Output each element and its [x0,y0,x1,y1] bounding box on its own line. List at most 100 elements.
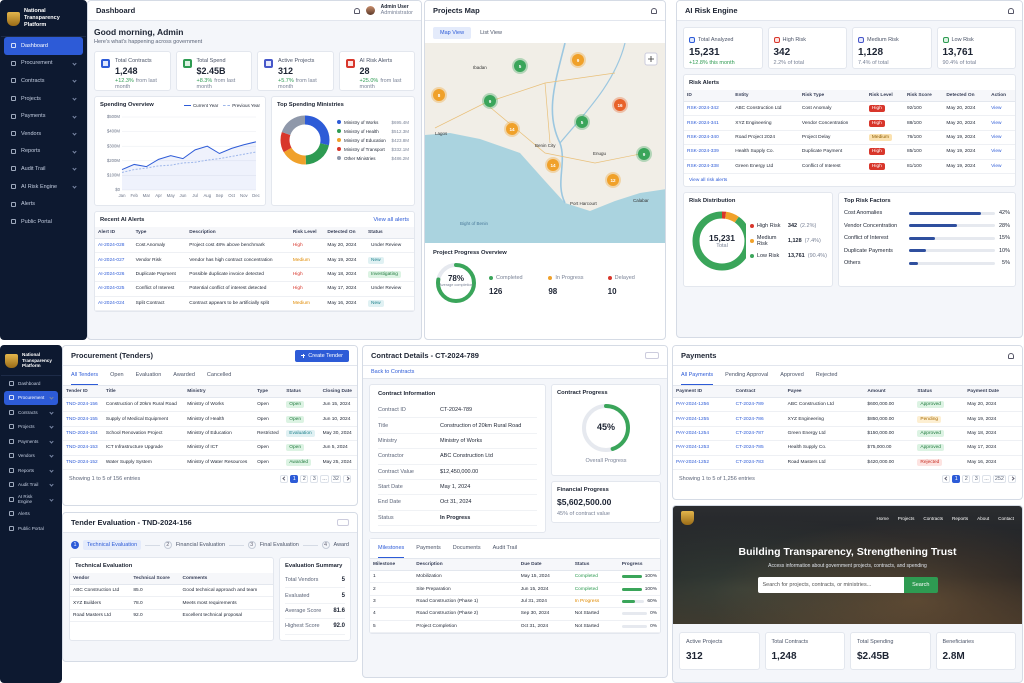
nav-item[interactable]: Procurement [4,390,58,405]
nav-item[interactable]: Alerts [4,195,83,213]
notification-bell[interactable] [353,7,360,14]
nav-item[interactable]: AI Risk Engine [4,492,58,507]
next-page[interactable] [1008,474,1016,483]
cell-text[interactable]: CT-2024-786 [735,416,764,422]
nav-link[interactable]: Contracts [923,515,944,521]
cluster-marker[interactable]: 9 [572,54,584,66]
cluster-marker[interactable]: 14 [547,159,559,171]
cluster-marker[interactable]: 12 [607,174,619,186]
cell-text[interactable]: PAY-2024-1254 [676,430,709,436]
prev-page[interactable] [942,474,951,483]
cell-text[interactable]: CT-2024-783 [735,459,764,465]
view-all-link[interactable]: View all risk alerts [689,177,728,183]
cell-text[interactable]: CT-2024-789 [735,402,764,408]
nav-item[interactable]: Public Portal [4,521,58,536]
tab[interactable]: Documents [452,545,481,551]
cluster-marker[interactable]: 5 [514,60,526,72]
tab[interactable]: Rejected [815,372,838,378]
tab[interactable]: All Tenders [71,366,99,385]
page-button[interactable]: 2 [300,474,309,483]
tab[interactable]: Cancelled [206,372,232,378]
nav-link[interactable]: Contact [998,515,1014,521]
nav-item[interactable]: Alerts [4,507,58,522]
page-button[interactable]: ... [320,474,329,483]
cell-text[interactable]: TND-2024-155 [66,416,98,422]
nav-item[interactable]: Contracts [4,72,83,90]
prev-page[interactable] [280,474,289,483]
toggle-button[interactable]: List View [480,30,502,36]
page-button[interactable]: ... [982,474,991,483]
notification-bell[interactable] [651,7,657,14]
page-button[interactable]: 3 [310,474,319,483]
nav-item[interactable]: Vendors [4,125,83,143]
cluster-marker[interactable]: 14 [506,123,518,135]
page-button[interactable]: 3 [972,474,981,483]
nav-item[interactable]: Dashboard [4,37,83,55]
cluster-marker[interactable]: 16 [614,99,626,111]
tab[interactable]: Audit Trail [492,545,518,551]
cell-text[interactable]: PAY-2024-1256 [676,402,709,408]
tab[interactable]: Payments [416,545,441,551]
nav-item[interactable]: Projects [4,90,83,108]
cell-text[interactable]: View [991,149,1002,155]
page-button[interactable]: 32 [330,474,341,483]
cell-text[interactable]: RSK-2024-342 [687,106,719,112]
nav-link[interactable]: Projects [897,515,915,521]
page-button[interactable]: 2 [962,474,971,483]
nav-item[interactable]: Public Portal [4,213,83,231]
page-button[interactable]: 1 [290,474,299,483]
cell-text[interactable]: RSK-2024-338 [687,163,719,169]
cluster-marker[interactable]: 9 [638,148,650,160]
cluster-marker[interactable]: 9 [484,95,496,107]
cell-text[interactable]: PAY-2024-1252 [676,459,709,465]
cell-text[interactable]: TND-2024-154 [66,430,98,436]
nav-item[interactable]: Audit Trail [4,478,58,493]
cell-text[interactable]: TND-2024-153 [66,445,98,451]
nav-item[interactable]: Dashboard [4,376,58,391]
tab[interactable]: All Payments [681,366,714,385]
page-button[interactable]: 1 [952,474,961,483]
cell-text[interactable]: View [991,163,1002,169]
nav-item[interactable]: Contracts [4,405,58,420]
search-input[interactable]: Search for projects, contracts, or minis… [757,577,905,593]
notification-bell[interactable] [1008,352,1014,359]
nav-item[interactable]: Payments [4,107,83,125]
cell-text[interactable]: AI-2024-028 [98,243,125,249]
cell-text[interactable]: PAY-2024-1255 [676,416,709,422]
tab[interactable]: Approved [780,372,804,378]
cell-text[interactable]: AI-2024-024 [98,300,125,306]
cell-text[interactable]: AI-2024-027 [98,257,125,263]
back-link[interactable]: Back to Contracts [363,366,667,379]
nav-item[interactable]: Payments [4,434,58,449]
cell-text[interactable]: TND-2024-152 [66,459,98,465]
nav-item[interactable]: Audit Trail [4,160,83,178]
cell-text[interactable]: AI-2024-025 [98,286,125,292]
cell-text[interactable]: RSK-2024-341 [687,120,719,126]
search-button[interactable]: Search [904,577,938,593]
nav-link[interactable]: About [977,515,990,521]
cell-text[interactable]: View [991,134,1002,140]
cell-text[interactable]: PAY-2024-1253 [676,445,709,451]
tab[interactable]: Pending Approval [725,372,769,378]
tab[interactable]: Awarded [173,372,195,378]
cell-text[interactable]: View [991,106,1002,112]
tab[interactable]: Open [110,372,124,378]
cell-text[interactable]: RSK-2024-339 [687,149,719,155]
cell-text[interactable]: View [991,120,1002,126]
view-all-link[interactable]: View all alerts [373,217,409,223]
cell-text[interactable]: CT-2024-785 [735,445,764,451]
cell-text[interactable]: CT-2024-787 [735,430,764,436]
nav-item[interactable]: Reports [4,143,83,161]
nav-item[interactable]: Vendors [4,449,58,464]
nav-link[interactable]: Home [876,515,889,521]
cluster-marker[interactable]: 8 [433,89,445,101]
cell-text[interactable]: RSK-2024-340 [687,134,719,140]
nav-item[interactable]: Reports [4,463,58,478]
nav-item[interactable]: Procurement [4,55,83,73]
page-button[interactable]: 252 [992,474,1006,483]
nav-item[interactable]: Projects [4,420,58,435]
create-button[interactable]: Create Tender [295,349,349,362]
cell-text[interactable]: TND-2024-156 [66,402,98,408]
tab[interactable]: Evaluation [135,372,162,378]
nav-link[interactable]: Reports [952,515,969,521]
